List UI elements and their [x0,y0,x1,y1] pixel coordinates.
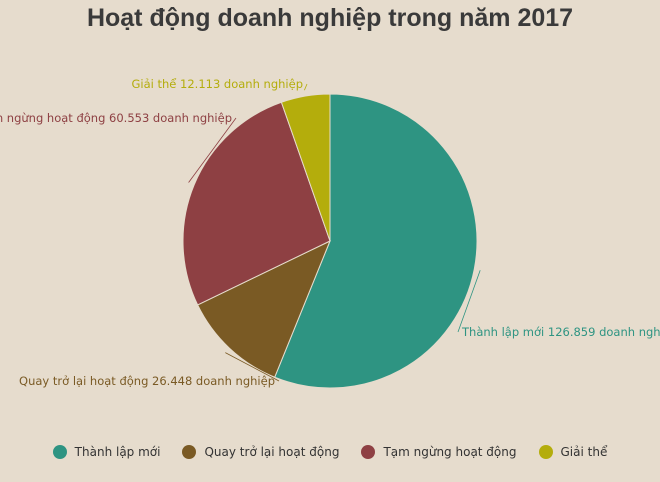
legend-label: Tạm ngừng hoạt động [383,445,517,459]
legend-label: Giải thể [560,445,608,459]
label-connector-2 [188,117,237,183]
label-connector-3 [304,83,308,91]
legend-label: Quay trở lại hoạt động [204,445,340,459]
pie-labels: Thành lập mới 126.859 doanh nghiệp Quay t… [0,77,660,388]
slice-label-0: Thành lập mới 126.859 doanh nghiệp [461,325,660,339]
pie-slice-0[interactable] [274,93,478,389]
pie-slice-3[interactable] [280,93,331,242]
legend-swatch [538,445,553,459]
legend-swatch [182,445,197,459]
slice-label-2: Tạm ngừng hoạt động 60.553 doanh nghiệp [0,111,232,125]
pie-slices [182,93,478,389]
legend-swatch [361,445,376,459]
legend-item-tam-ngung[interactable]: Tạm ngừng hoạt động [361,445,517,459]
pie-slice-2[interactable] [182,101,331,306]
legend: Thành lập mới Quay trở lại hoạt động Tạm… [0,445,660,459]
label-connector-0 [457,270,481,333]
legend-item-giai-the[interactable]: Giải thể [538,445,608,459]
legend-label: Thành lập mới [74,445,161,459]
slice-label-1: Quay trở lại hoạt động 26.448 doanh nghi… [19,374,275,388]
chart-title: Hoạt động doanh nghiệp trong năm 2017 [86,4,574,32]
legend-item-quay-tro-lai[interactable]: Quay trở lại hoạt động [182,445,339,459]
label-connector-1 [225,352,280,382]
legend-swatch [52,445,67,459]
pie-slice-1[interactable] [196,239,331,378]
legend-item-thanh-lap-moi[interactable]: Thành lập mới [52,445,161,459]
slice-label-3: Giải thể 12.113 doanh nghiệp [132,77,304,91]
